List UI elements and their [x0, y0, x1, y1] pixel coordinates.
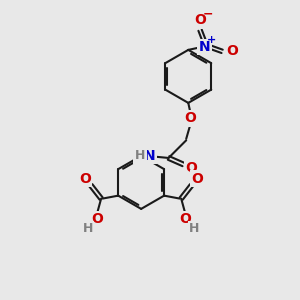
Text: O: O: [191, 172, 203, 186]
Text: H: H: [135, 149, 145, 162]
Text: H: H: [83, 222, 93, 236]
Text: O: O: [180, 212, 191, 226]
Text: N: N: [199, 40, 210, 54]
Text: N: N: [144, 149, 156, 163]
Text: H: H: [189, 222, 200, 236]
Text: O: O: [226, 44, 238, 58]
Text: O: O: [79, 172, 91, 186]
Text: O: O: [185, 161, 197, 175]
Text: O: O: [194, 14, 206, 27]
Text: O: O: [185, 111, 197, 125]
Text: −: −: [203, 7, 214, 20]
Text: O: O: [91, 212, 103, 226]
Text: +: +: [207, 34, 217, 45]
